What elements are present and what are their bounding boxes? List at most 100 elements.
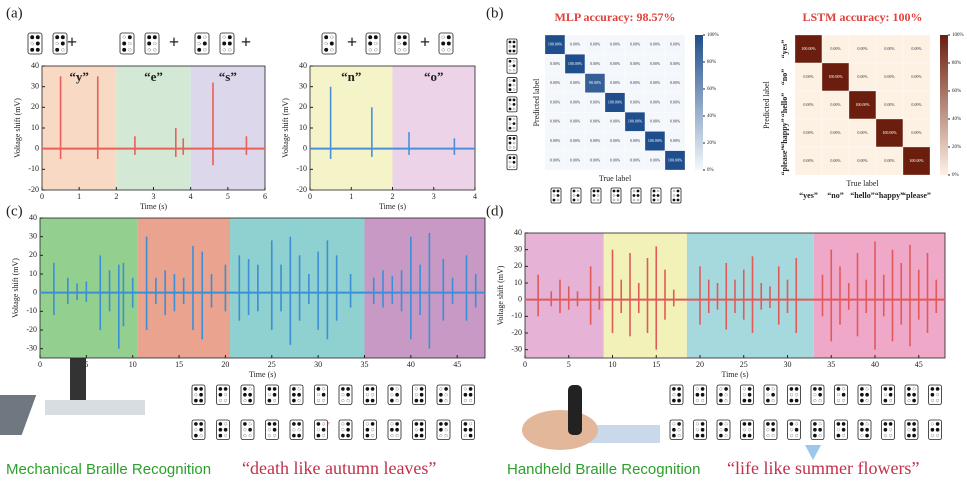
cell-label: 100.00% (548, 42, 563, 47)
braille-dot (912, 428, 916, 432)
braille-dot (273, 393, 277, 397)
braille-dot (677, 190, 680, 193)
braille-dot (677, 422, 681, 426)
braille-dot (366, 387, 370, 391)
y-tick-label: -20 (511, 328, 522, 337)
braille-dot (865, 393, 869, 397)
braille-dot (701, 387, 705, 391)
panel-label: (b) (486, 5, 504, 21)
braille-dot (194, 434, 198, 438)
braille-dot (884, 422, 888, 426)
braille-dot (677, 393, 681, 397)
y-tick-label: 10 (29, 269, 37, 278)
cell-label: 0.00% (670, 61, 681, 66)
braille-cell (811, 385, 824, 405)
y-axis-label: Voltage shift (mV) (11, 258, 20, 318)
braille-dot (297, 393, 301, 397)
cell-label: 100.00% (608, 99, 623, 104)
cell-label: 0.00% (830, 46, 841, 51)
braille-dot (513, 98, 516, 101)
braille-dot (219, 428, 223, 432)
braille-dot (366, 399, 370, 403)
braille-dot (509, 88, 512, 91)
y-tick-label: 0 (518, 294, 522, 303)
y-tick-label: 0 (303, 143, 307, 152)
braille-dot (346, 428, 350, 432)
braille-dot (813, 422, 817, 426)
braille-dot (936, 422, 940, 426)
braille-cell (507, 58, 517, 73)
x-tick-label: “no” (827, 191, 843, 200)
braille-dot (464, 422, 468, 426)
braille-cell (437, 420, 450, 440)
braille-dot (441, 42, 445, 46)
braille-dot (197, 35, 201, 39)
panel-label: (a) (6, 5, 23, 21)
braille-dot (889, 422, 893, 426)
plus-sign: + (67, 32, 77, 52)
braille-dot (795, 428, 799, 432)
cell-label: 0.00% (610, 61, 621, 66)
braille-dot (912, 422, 916, 426)
braille-dot (907, 387, 911, 391)
x-tick-label: 0 (38, 360, 42, 369)
braille-cell (192, 385, 205, 405)
braille-dot (219, 422, 223, 426)
braille-cell (366, 33, 380, 54)
cell-label: 0.00% (670, 42, 681, 47)
cell-label: 0.00% (650, 119, 661, 124)
y-tick-label: “happy” (780, 118, 789, 147)
braille-dot (837, 434, 841, 438)
x-tick-label: “happy” (875, 191, 904, 200)
braille-dot (243, 393, 247, 397)
braille-dot (513, 156, 516, 159)
braille-dot (743, 434, 747, 438)
braille-cell (266, 385, 279, 405)
y-tick-label: “hello” (780, 93, 789, 117)
braille-dot (672, 428, 676, 432)
braille-dot (748, 422, 752, 426)
braille-dot (420, 387, 424, 391)
x-tick-label: 10 (129, 360, 137, 369)
braille-dot (657, 194, 660, 197)
braille-dot (936, 387, 940, 391)
cell-label: 0.00% (630, 157, 641, 162)
cell-label: 0.00% (803, 158, 814, 163)
cell-label: 0.00% (857, 74, 868, 79)
braille-dot (842, 393, 846, 397)
braille-dot (420, 428, 424, 432)
braille-cell (551, 188, 561, 203)
braille-dot (55, 48, 59, 52)
x-tick-label: 35 (827, 360, 835, 369)
region (230, 218, 364, 358)
y-axis-label: Voltage shift (mV) (13, 98, 22, 158)
braille-cell (195, 33, 209, 54)
braille-cell (120, 33, 134, 54)
braille-dot (366, 434, 370, 438)
y-tick-label: -20 (26, 325, 37, 334)
x-tick-label: “yes” (799, 191, 818, 200)
braille-cell (28, 33, 42, 54)
x-tick-label: 3 (432, 192, 436, 201)
x-tick-label: 4 (189, 192, 193, 201)
braille-dot (199, 428, 203, 432)
y-tick-label: 40 (29, 213, 37, 222)
braille-cell (217, 385, 230, 405)
braille-cell (905, 420, 918, 440)
braille-dot (292, 387, 296, 391)
region (310, 66, 393, 190)
braille-dot (273, 428, 277, 432)
braille-dot (122, 42, 126, 46)
x-tick-label: 45 (453, 360, 461, 369)
cell-label: 0.00% (570, 157, 581, 162)
braille-cell (192, 420, 205, 440)
y-tick-label: 40 (31, 61, 39, 70)
braille-dot (672, 434, 676, 438)
braille-cell (462, 420, 475, 440)
cell-label: 100.00% (568, 61, 583, 66)
braille-dot (884, 387, 888, 391)
caption: Handheld Braille Recognition (507, 461, 700, 478)
braille-dot (371, 387, 375, 391)
braille-dot (248, 399, 252, 403)
braille-cell (395, 33, 409, 54)
